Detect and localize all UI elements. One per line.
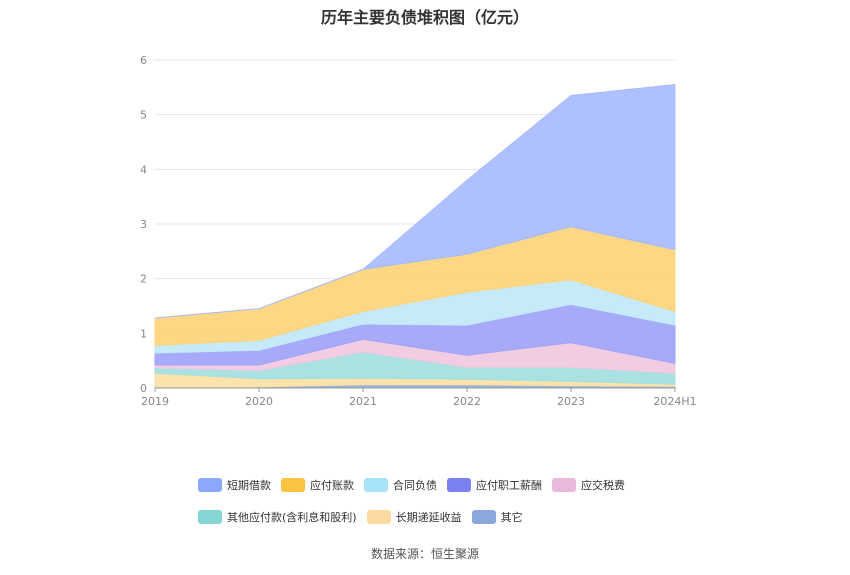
stacked-areas xyxy=(154,84,676,389)
legend-label: 合同负债 xyxy=(393,479,437,492)
legend-label: 应交税费 xyxy=(581,479,625,492)
axes: 0 1 2 3 4 5 6 2019 2020 2021 2022 2023 2024H1 xyxy=(140,54,697,408)
legend-row: 短期借款 应付账款 合同负债 应付职工薪酬 应交税费 xyxy=(198,474,678,496)
legend-swatch xyxy=(552,478,576,492)
legend-item[interactable]: 应交税费 xyxy=(552,477,625,493)
legend-item[interactable]: 应付职工薪酬 xyxy=(447,477,542,493)
x-tick-label: 2020 xyxy=(245,395,273,408)
legend-row: 其他应付款(含利息和股利) 长期递延收益 其它 xyxy=(198,506,678,528)
legend-label: 短期借款 xyxy=(227,479,271,492)
legend-item[interactable]: 合同负债 xyxy=(364,477,437,493)
legend-item[interactable]: 短期借款 xyxy=(198,477,271,493)
y-tick-label: 0 xyxy=(140,382,147,395)
y-tick-label: 3 xyxy=(140,218,147,231)
y-tick-label: 4 xyxy=(140,163,147,176)
x-tick-label: 2022 xyxy=(453,395,481,408)
y-tick-label: 5 xyxy=(140,109,147,122)
legend-swatch xyxy=(198,510,222,524)
x-tick-label: 2023 xyxy=(557,395,585,408)
legend-swatch xyxy=(364,478,388,492)
legend: 短期借款 应付账款 合同负债 应付职工薪酬 应交税费 其他应付款(含利息和股利) 长期递延… xyxy=(198,474,678,538)
x-tick-label: 2024H1 xyxy=(653,395,696,408)
legend-swatch xyxy=(281,478,305,492)
legend-swatch xyxy=(366,510,391,524)
legend-item[interactable]: 应付账款 xyxy=(281,477,354,493)
y-tick-label: 2 xyxy=(140,273,147,286)
legend-label: 长期递延收益 xyxy=(395,511,462,524)
data-source-note: 数据来源：恒生聚源 xyxy=(370,547,479,561)
legend-item[interactable]: 其他应付款(含利息和股利) xyxy=(198,509,357,525)
area-series-短期借款 xyxy=(154,84,676,319)
x-tick-label: 2021 xyxy=(349,395,377,408)
y-tick-label: 6 xyxy=(140,54,147,67)
x-tick-label: 2019 xyxy=(141,395,169,408)
legend-swatch xyxy=(471,510,496,524)
legend-label: 应付账款 xyxy=(310,479,354,492)
chart-title: 历年主要负债堆积图（亿元） xyxy=(320,8,529,27)
legend-item[interactable]: 其它 xyxy=(471,509,523,525)
legend-label: 其他应付款(含利息和股利) xyxy=(227,511,357,524)
legend-swatch xyxy=(447,478,471,492)
legend-label: 其它 xyxy=(500,511,523,524)
legend-item[interactable]: 长期递延收益 xyxy=(366,509,462,525)
y-tick-label: 1 xyxy=(140,327,147,340)
legend-label: 应付职工薪酬 xyxy=(476,479,542,492)
legend-swatch xyxy=(198,478,222,492)
